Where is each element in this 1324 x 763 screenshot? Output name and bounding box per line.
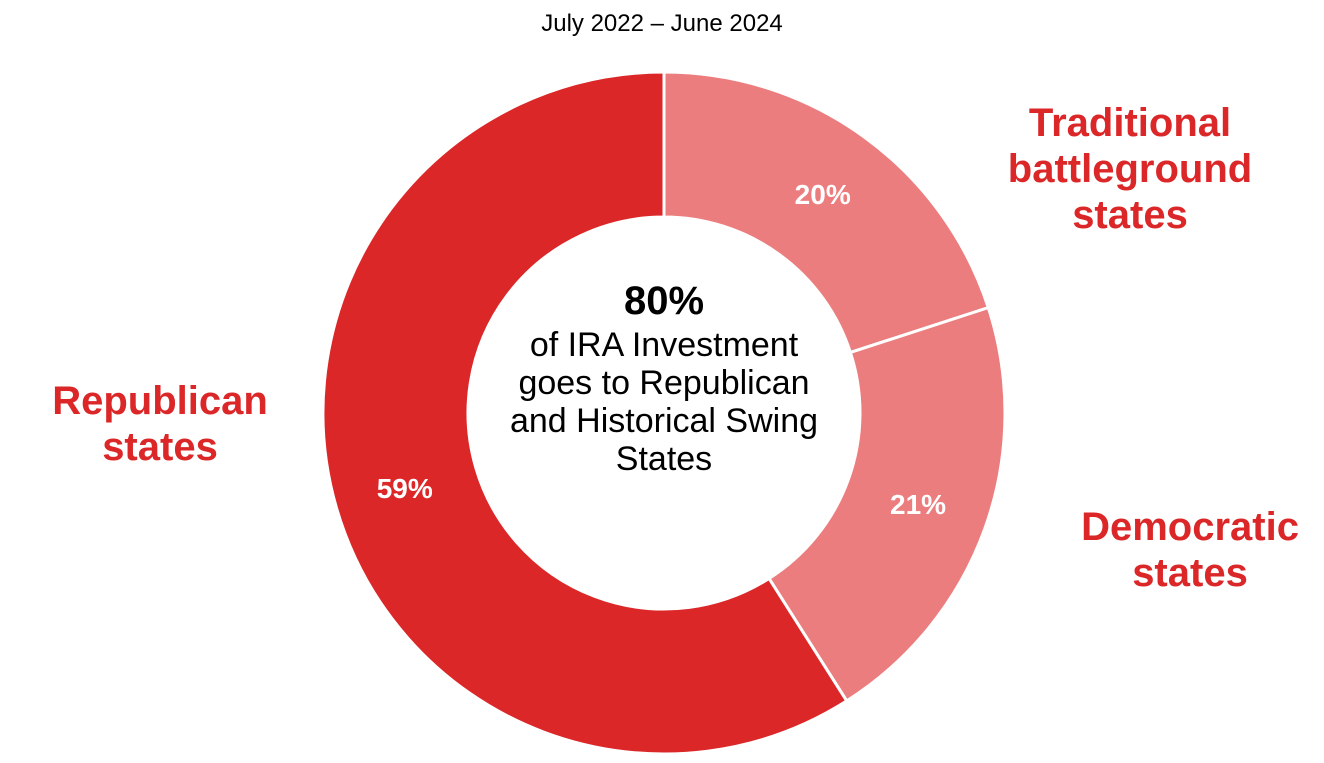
category-label-traditional-battleground: Traditional battleground states: [1007, 101, 1253, 237]
slice-value-label-democratic-states: 21%: [890, 489, 946, 520]
center-annotation: 80% of IRA Investment goes to Republican…: [494, 276, 834, 478]
donut-slice-labels: 20% 21% 59%: [377, 179, 946, 520]
slice-democratic-states: [766, 305, 1007, 703]
slice-republican-states: [321, 70, 849, 756]
slice-traditional-battleground-states: [662, 70, 991, 355]
category-label-republican: Republican states: [52, 379, 268, 469]
slice-value-label-republican-states: 59%: [377, 473, 433, 504]
chart-subtitle: July 2022 – June 2024: [541, 10, 783, 37]
center-description: of IRA Investment goes to Republican and…: [509, 326, 819, 478]
category-label-democratic: Democratic states: [1081, 505, 1299, 595]
slice-value-label-traditional-battleground-states: 20%: [795, 179, 851, 210]
center-headline: 80%: [623, 279, 705, 323]
donut-slices: [321, 70, 1007, 756]
